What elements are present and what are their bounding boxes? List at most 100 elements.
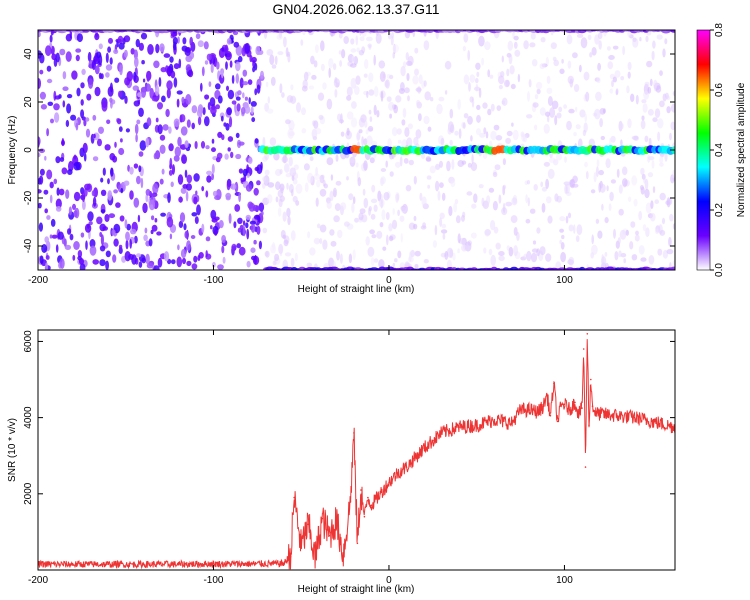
heatmap-noise-cell (160, 212, 167, 217)
colorbar-gradient (696, 29, 711, 271)
heatmap-noise-cell (254, 138, 259, 144)
heatmap-noise-cell (590, 189, 596, 194)
heatmap-noise-cell (96, 216, 103, 225)
heatmap-noise-cell (266, 108, 274, 114)
colorbar-tick-label: 0.0 (714, 263, 725, 277)
heatmap-noise-cell (402, 61, 407, 68)
heatmap-noise-cell (176, 90, 183, 95)
heatmap-noise-cell (492, 171, 498, 178)
heatmap-noise-cell (608, 55, 615, 60)
heatmap-noise-cell (389, 74, 394, 80)
heatmap-noise-cell (279, 246, 283, 257)
heatmap-noise-cell (45, 255, 50, 260)
snr-x-tick-label: -100 (203, 575, 223, 586)
heatmap-noise-cell (567, 212, 572, 219)
heatmap-noise-cell (395, 95, 402, 103)
heatmap-noise-cell (363, 73, 368, 78)
heatmap-noise-cell (371, 184, 376, 193)
heatmap-noise-cell (117, 90, 123, 98)
heatmap-noise-cell (467, 50, 471, 61)
heatmap-noise-cell (354, 85, 360, 95)
heatmap-noise-cell (645, 35, 649, 43)
heatmap-noise-cell (277, 51, 284, 56)
heatmap-noise-cell (350, 77, 357, 89)
heatmap-noise-cell (625, 229, 629, 236)
heatmap-noise-cell (593, 172, 597, 183)
heatmap-noise-cell (385, 79, 390, 89)
heatmap-noise-cell (133, 85, 137, 91)
heatmap-noise-cell (151, 192, 158, 198)
heatmap-noise-cell (638, 210, 643, 221)
heatmap-noise-cell (83, 152, 87, 162)
heatmap-noise-cell (281, 92, 285, 98)
heatmap-noise-cell (543, 123, 550, 134)
heatmap-noise-cell (416, 99, 421, 106)
heatmap-noise-cell (145, 253, 150, 265)
snr-data-point (574, 401, 576, 404)
heatmap-noise-cell (463, 33, 469, 43)
heatmap-noise-cell (253, 187, 259, 196)
heatmap-noise-cell (235, 132, 240, 139)
heatmap-noise-cell (525, 194, 528, 204)
heatmap-noise-cell (409, 251, 412, 262)
snr-data-point (353, 432, 355, 434)
heatmap-noise-cell (198, 252, 204, 259)
heatmap-noise-cell (657, 118, 664, 129)
heatmap-noise-cell (591, 234, 594, 245)
heatmap-noise-cell (146, 262, 154, 269)
heatmap-noise-cell (212, 261, 216, 268)
heatmap-noise-cell (509, 65, 515, 75)
heatmap-noise-cell (136, 119, 141, 125)
heatmap-noise-cell (177, 36, 180, 44)
heatmap-noise-cell (369, 116, 373, 123)
heatmap-noise-cell (335, 154, 339, 162)
heatmap-noise-cell (390, 36, 394, 46)
snr-panel: -200 -100 0 100 2000 4000 6000 Height of stra… (7, 329, 676, 595)
heatmap-noise-cell (234, 102, 237, 113)
heatmap-noise-cell (565, 215, 569, 224)
heatmap-noise-cell (290, 257, 295, 267)
heatmap-noise-cell (211, 163, 215, 175)
snr-data-point (556, 420, 559, 423)
heatmap-noise-cell (320, 40, 325, 52)
heatmap-noise-cell (585, 91, 590, 102)
heatmap-noise-cell (440, 229, 448, 234)
heatmap-noise-cell (430, 97, 434, 102)
heatmap-noise-cell (367, 43, 372, 48)
heatmap-noise-cell (645, 202, 652, 214)
heatmap-noise-cell (191, 122, 195, 130)
heatmap-noise-cell (546, 196, 552, 204)
heatmap-noise-cell (213, 228, 218, 236)
heatmap-noise-cell (49, 194, 53, 204)
snr-data-point (528, 409, 531, 411)
heatmap-noise-cell (238, 191, 242, 203)
heatmap-noise-cell (180, 248, 187, 259)
heatmap-noise-cell (343, 221, 350, 227)
heatmap-noise-cell (136, 175, 141, 185)
heatmap-noise-cell (573, 132, 577, 137)
heatmap-noise-cell (576, 224, 583, 236)
heatmap-noise-cell (283, 239, 289, 247)
spectrogram-x-tick-label: -100 (203, 275, 223, 286)
heatmap-noise-cell (46, 215, 51, 220)
heatmap-noise-cell (51, 53, 57, 61)
heatmap-marks (38, 30, 675, 270)
heatmap-noise-cell (178, 220, 184, 228)
heatmap-noise-cell (39, 69, 44, 75)
snr-data-point (514, 416, 517, 419)
heatmap-noise-cell (61, 138, 65, 147)
heatmap-noise-cell (281, 156, 288, 164)
heatmap-noise-cell (125, 128, 130, 133)
heatmap-noise-cell (369, 229, 375, 235)
heatmap-noise-cell (205, 145, 210, 150)
heatmap-noise-cell (381, 209, 386, 221)
heatmap-noise-cell (250, 106, 254, 115)
heatmap-noise-cell (575, 235, 580, 243)
heatmap-noise-cell (136, 253, 142, 258)
heatmap-noise-cell (596, 77, 601, 84)
heatmap-noise-cell (620, 76, 625, 81)
heatmap-noise-cell (70, 114, 77, 121)
heatmap-noise-cell (147, 44, 154, 55)
heatmap-noise-cell (221, 245, 225, 254)
